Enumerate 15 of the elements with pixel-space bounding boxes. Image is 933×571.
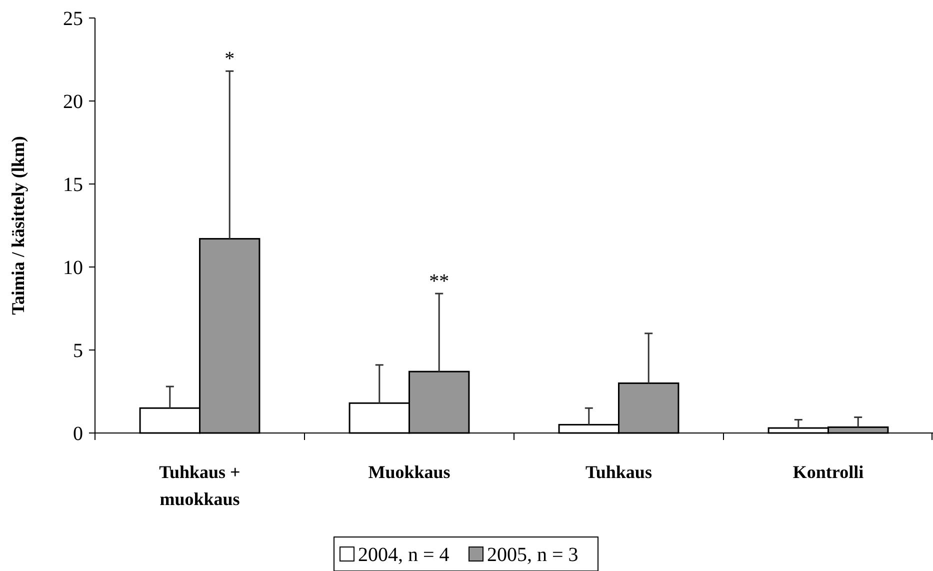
annotation: **: [429, 270, 450, 293]
x-tick-label: Tuhkaus + muokkaus: [159, 462, 240, 509]
y-tick-label: 10: [63, 257, 83, 279]
legend-label: 2005, n = 3: [487, 544, 578, 566]
y-tick-label: 5: [73, 340, 83, 362]
y-tick-label: 25: [63, 8, 83, 30]
y-tick-label: 20: [63, 91, 83, 113]
x-tick-label: Kontrolli: [792, 462, 864, 482]
x-tick-label: Tuhkaus: [586, 462, 652, 482]
annotation: *: [224, 48, 235, 70]
y-axis-title: Taimia / käsittely (lkm): [8, 136, 28, 315]
y-tick-label: 15: [63, 174, 83, 196]
x-tick-label: Muokkaus: [368, 462, 450, 482]
y-tick-label: 0: [73, 423, 83, 445]
legend-label: 2004, n = 4: [358, 544, 450, 566]
